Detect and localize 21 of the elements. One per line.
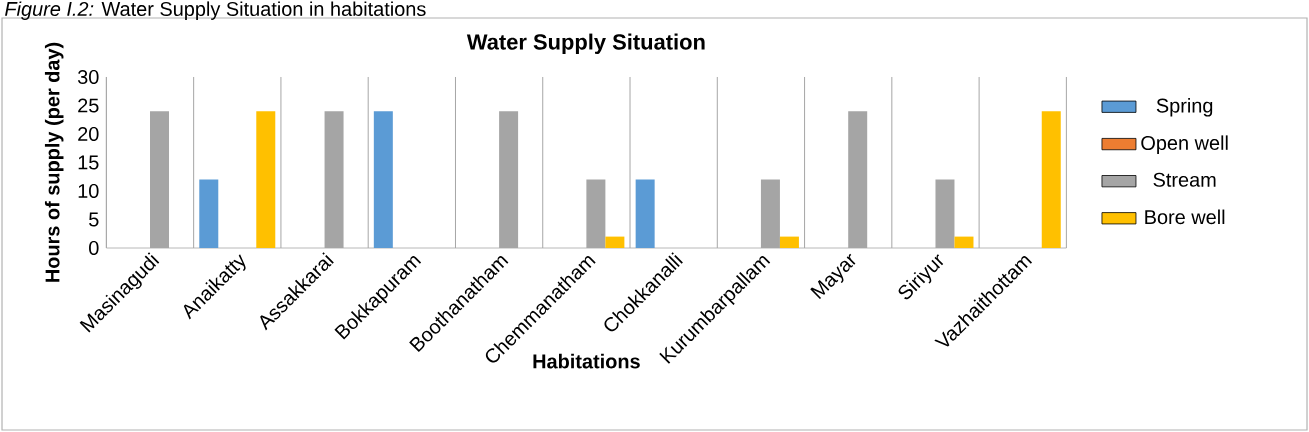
y-tick-label: 30 <box>77 69 99 85</box>
y-axis-title: Hours of supply (per day) <box>44 42 64 282</box>
y-tick-label: 25 <box>78 98 99 113</box>
y-tick-label: 5 <box>89 212 99 227</box>
legend-label: Bore well <box>1145 209 1225 225</box>
legend-label: Open well <box>1141 135 1228 154</box>
bar <box>954 236 974 248</box>
bar <box>605 236 625 248</box>
legend-label: Stream <box>1153 172 1216 187</box>
bar <box>779 236 799 248</box>
text: Figure I.2: Water Supply Situation in habitations <box>5 1 426 20</box>
bar <box>256 111 276 248</box>
chart-title: Water Supply Situation <box>466 33 705 54</box>
bar <box>1041 111 1061 248</box>
bar <box>373 111 393 248</box>
legend-label: Spring <box>1156 98 1213 117</box>
bar <box>199 179 219 248</box>
y-tick-label: 20 <box>78 126 99 142</box>
y-tick-label: 15 <box>78 155 99 170</box>
bar <box>635 179 655 248</box>
y-tick-label: 10 <box>78 183 99 199</box>
